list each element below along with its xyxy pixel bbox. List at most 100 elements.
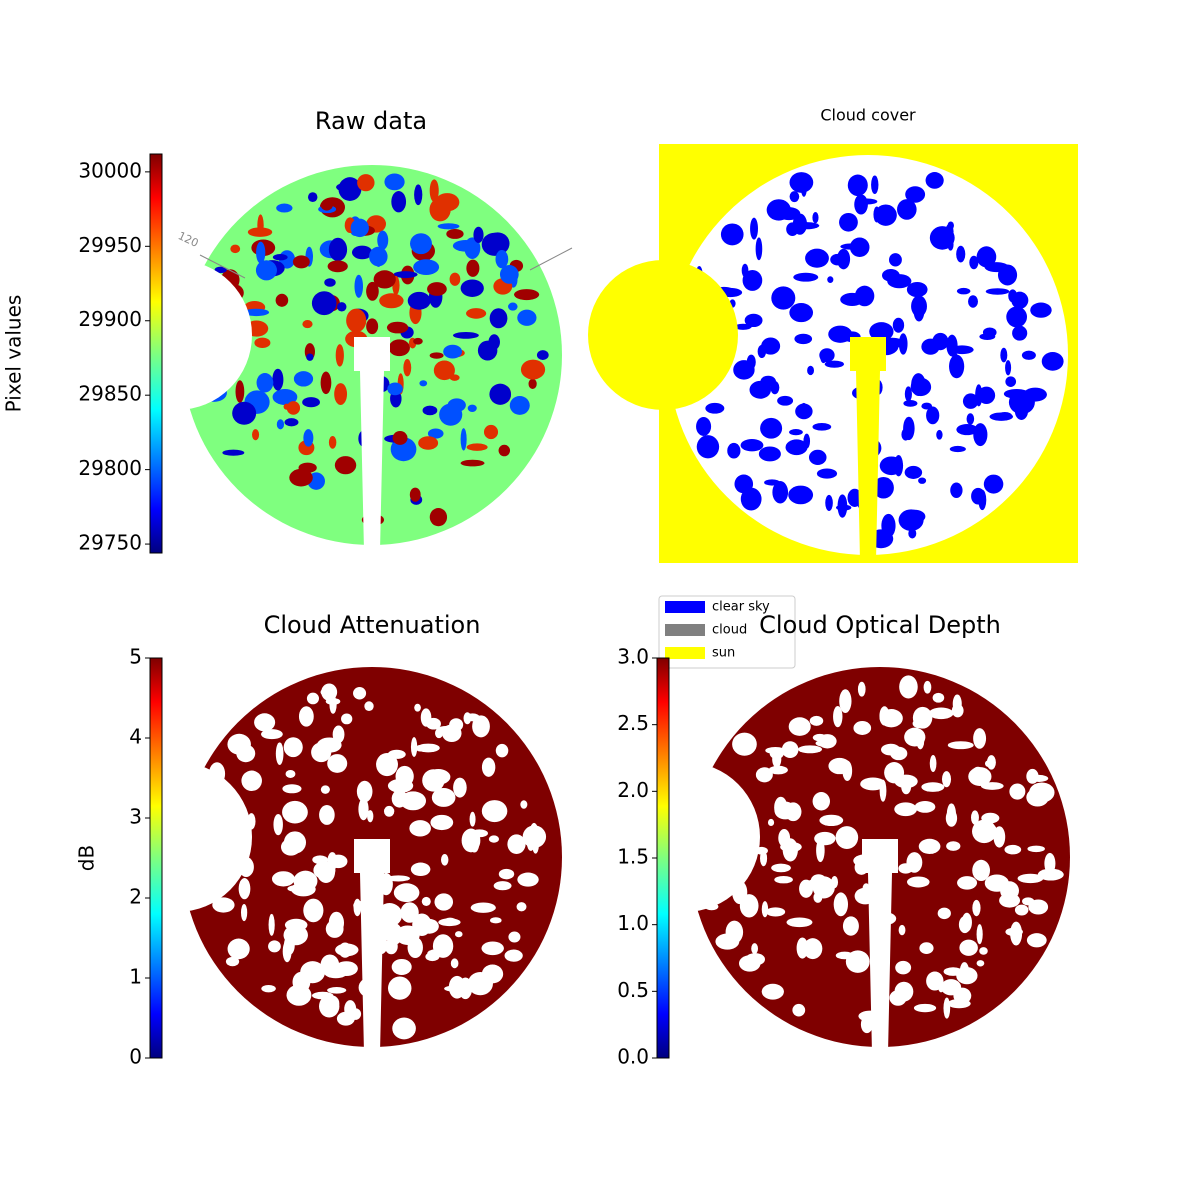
image-blob (413, 259, 440, 275)
image-blob (489, 308, 508, 329)
image-blob (1006, 306, 1028, 328)
image-blob (222, 449, 245, 456)
image-blob (937, 907, 951, 920)
image-blob (312, 855, 328, 865)
image-blob (740, 487, 762, 511)
colorbar-tick-label: 30000 (78, 158, 142, 182)
image-blob (449, 374, 460, 381)
image-blob (1005, 376, 1017, 387)
image-blob (406, 768, 413, 786)
image-blob (947, 998, 971, 1009)
image-blob (412, 913, 432, 936)
image-blob (1028, 899, 1049, 915)
image-blob (493, 881, 512, 891)
image-blob (827, 276, 834, 284)
image-blob (391, 191, 407, 213)
image-blob (311, 742, 332, 763)
colorbar-tick-label: 1.0 (617, 911, 649, 935)
image-blob (918, 477, 927, 484)
image-blob (809, 715, 824, 726)
image-blob (947, 741, 974, 750)
image-blob (481, 800, 508, 823)
image-blob (904, 727, 926, 747)
image-blob (303, 429, 314, 447)
image-blob (366, 281, 379, 301)
image-blob (410, 862, 431, 877)
image-blob (344, 1000, 357, 1018)
colorbar (656, 657, 670, 1059)
image-blob (940, 979, 962, 996)
image-blob (298, 706, 314, 727)
image-blob (433, 360, 455, 381)
image-blob (335, 943, 359, 957)
image-blob (495, 743, 509, 758)
colorbar-tick-label: 0 (129, 1045, 142, 1069)
image-blob (283, 403, 290, 410)
image-blob (252, 429, 260, 441)
image-blob (328, 911, 345, 935)
image-blob (517, 309, 537, 326)
image-blob (880, 337, 905, 349)
image-blob (958, 916, 971, 934)
image-blob (751, 943, 759, 955)
image-blob (327, 260, 348, 273)
image-blob (384, 173, 405, 191)
image-blob (384, 938, 398, 955)
image-blob (1004, 844, 1022, 855)
image-blob (393, 271, 418, 279)
image-blob (908, 528, 917, 539)
image-blob (760, 850, 768, 867)
image-blob (932, 692, 945, 703)
image-blob (450, 958, 459, 969)
image-blob (341, 713, 353, 725)
image-blob (225, 956, 240, 967)
image-blob (792, 1003, 806, 1017)
image-blob (980, 782, 1004, 790)
image-blob (786, 917, 813, 928)
image-blob (705, 402, 725, 414)
image-blob (481, 964, 504, 984)
image-blob (774, 875, 793, 884)
legend-swatch (665, 624, 705, 636)
image-blob (879, 456, 904, 476)
image-blob (293, 371, 314, 387)
image-blob (1011, 291, 1029, 309)
image-blob (979, 947, 988, 955)
image-blob (367, 810, 374, 823)
image-blob (774, 801, 797, 820)
image-blob (911, 373, 926, 396)
image-blob (860, 1015, 873, 1034)
image-blob (443, 344, 463, 359)
image-blob (780, 841, 802, 853)
image-blob (520, 800, 528, 809)
image-blob (429, 179, 439, 203)
image-blob (803, 938, 823, 960)
image-blob (466, 259, 480, 277)
image-blob (760, 375, 776, 388)
image-blob (761, 983, 784, 1000)
image-blob (799, 879, 814, 898)
image-blob (720, 223, 744, 246)
image-blob (956, 245, 966, 263)
image-blob (460, 428, 467, 451)
image-blob (833, 892, 849, 917)
image-blob (785, 439, 808, 456)
image-blob (272, 368, 284, 391)
image-blob (427, 428, 444, 439)
image-blob (276, 203, 293, 213)
image-blob (936, 429, 943, 440)
colorbar-tick-label: 29900 (78, 307, 142, 331)
image-blob (230, 244, 241, 254)
image-blob (956, 424, 978, 436)
colorbar-tick-label: 5 (129, 645, 142, 669)
image-blob (837, 494, 848, 518)
image-blob (739, 955, 761, 972)
image-blob (926, 406, 940, 425)
image-blob (856, 198, 878, 205)
image-blob (319, 804, 335, 825)
image-blob (488, 835, 500, 843)
image-blob (306, 353, 314, 361)
image-blob (473, 226, 484, 243)
image-blob (879, 779, 887, 802)
image-blob (771, 286, 796, 310)
